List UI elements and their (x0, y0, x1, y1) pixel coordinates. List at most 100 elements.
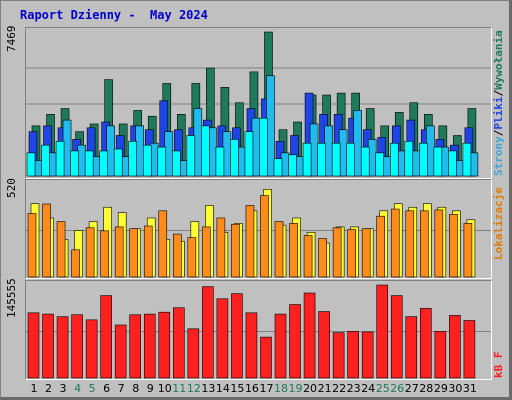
x-tick-label: 27 (404, 382, 419, 395)
files-bar (85, 227, 95, 278)
pages-bar (215, 146, 225, 177)
pages-bar (288, 154, 297, 177)
files-bar (361, 228, 371, 278)
x-tick-label: 4 (74, 382, 82, 395)
kb-chart (26, 284, 491, 379)
kb-bar (434, 331, 447, 379)
kb-bar (114, 324, 127, 379)
x-tick-label: 24 (361, 382, 376, 395)
kb-bar (376, 284, 389, 379)
kb-bar (42, 313, 54, 379)
pages-bar (142, 144, 152, 177)
files-bar (289, 223, 298, 278)
kb-bar (420, 308, 432, 379)
files-bar (434, 209, 444, 278)
x-tick-label: 12 (186, 382, 201, 395)
kb-bar (361, 331, 374, 379)
x-tick-label: 10 (157, 382, 172, 395)
kb-bar (71, 314, 83, 379)
x-tick-label: 29 (433, 382, 448, 395)
files-bar (56, 221, 66, 278)
files-bar (405, 210, 415, 278)
files-bar (274, 221, 284, 278)
pages-bar (462, 142, 472, 177)
panel-hits (25, 27, 492, 179)
kb-bar (216, 298, 229, 379)
files-bar (332, 227, 342, 278)
pages-bar (230, 139, 239, 177)
files-bar (318, 238, 327, 278)
x-tick-label: 7 (117, 382, 125, 395)
pages-bar (26, 152, 36, 177)
files-bar (114, 226, 124, 278)
pages-bar (389, 142, 399, 177)
x-tick-label: 18 (274, 382, 288, 395)
x-tick-label: 21 (317, 382, 332, 395)
kb-bar (390, 295, 403, 379)
legend-kb: kB F (492, 351, 505, 379)
x-tick-label: 17 (259, 382, 274, 395)
pages-bar (448, 150, 457, 177)
kb-bar (303, 292, 316, 379)
files-chart (26, 189, 491, 278)
pages-bar (346, 142, 355, 177)
x-tick-label: 23 (346, 382, 361, 395)
legend-sites: Strony (492, 136, 505, 176)
panel-files (25, 179, 492, 279)
files-bar (420, 210, 429, 278)
panel-kb (25, 280, 492, 380)
kb-bar (85, 319, 98, 379)
files-bar (187, 237, 197, 278)
pages-bar (317, 142, 326, 177)
pages-bar (244, 131, 254, 177)
legend-locations: Lokalizacje (492, 187, 505, 260)
pages-bar (186, 135, 196, 177)
pages-bar (157, 146, 167, 177)
pages-bar (99, 150, 108, 177)
files-bar (303, 235, 313, 278)
pages-bar (375, 152, 385, 177)
files-bar (376, 215, 386, 278)
x-tick-label: 13 (201, 382, 216, 395)
kb-bar (202, 286, 214, 379)
x-tick-label: 19 (288, 382, 303, 395)
kb-bar (405, 316, 418, 379)
kb-bar (173, 307, 185, 379)
files-bar (347, 229, 356, 278)
x-tick-label: 14 (215, 382, 230, 395)
x-tick-label: 16 (244, 382, 259, 395)
pages-bar (84, 150, 94, 177)
x-tick-label: 1 (30, 382, 38, 395)
panel-kb-ymax: 145555 (5, 278, 18, 318)
pages-bar (41, 144, 50, 177)
x-tick-label: 31 (462, 382, 477, 395)
kb-bar (332, 332, 345, 379)
legend-files: Pliki (492, 96, 505, 130)
x-tick-label: 5 (88, 382, 96, 395)
x-tick-label: 8 (132, 382, 140, 395)
kb-bar (274, 313, 287, 379)
x-tick-label: 15 (230, 382, 245, 395)
pages-bar (113, 148, 123, 177)
kb-bar (187, 328, 200, 379)
kb-bar (347, 331, 359, 379)
legend-visits: Wywołania (492, 30, 505, 90)
files-bar (143, 225, 153, 278)
chart-title: Raport Dzienny - May 2024 (20, 8, 208, 22)
panel-hits-ymax: 7469 (5, 25, 18, 53)
kb-bar (143, 313, 156, 379)
files-bar (158, 210, 168, 278)
files-bar (390, 208, 400, 278)
pages-bar (433, 146, 443, 177)
kb-bar (129, 314, 142, 379)
kb-bar (449, 315, 461, 379)
pages-bar (172, 150, 181, 177)
kb-bar (158, 311, 171, 379)
x-tick-label: 2 (45, 382, 53, 395)
files-bar (100, 230, 109, 278)
x-tick-label: 25 (375, 382, 390, 395)
kb-bar (245, 312, 258, 379)
files-bar (463, 223, 473, 278)
x-tick-label: 28 (419, 382, 434, 395)
files-bar (129, 228, 139, 278)
